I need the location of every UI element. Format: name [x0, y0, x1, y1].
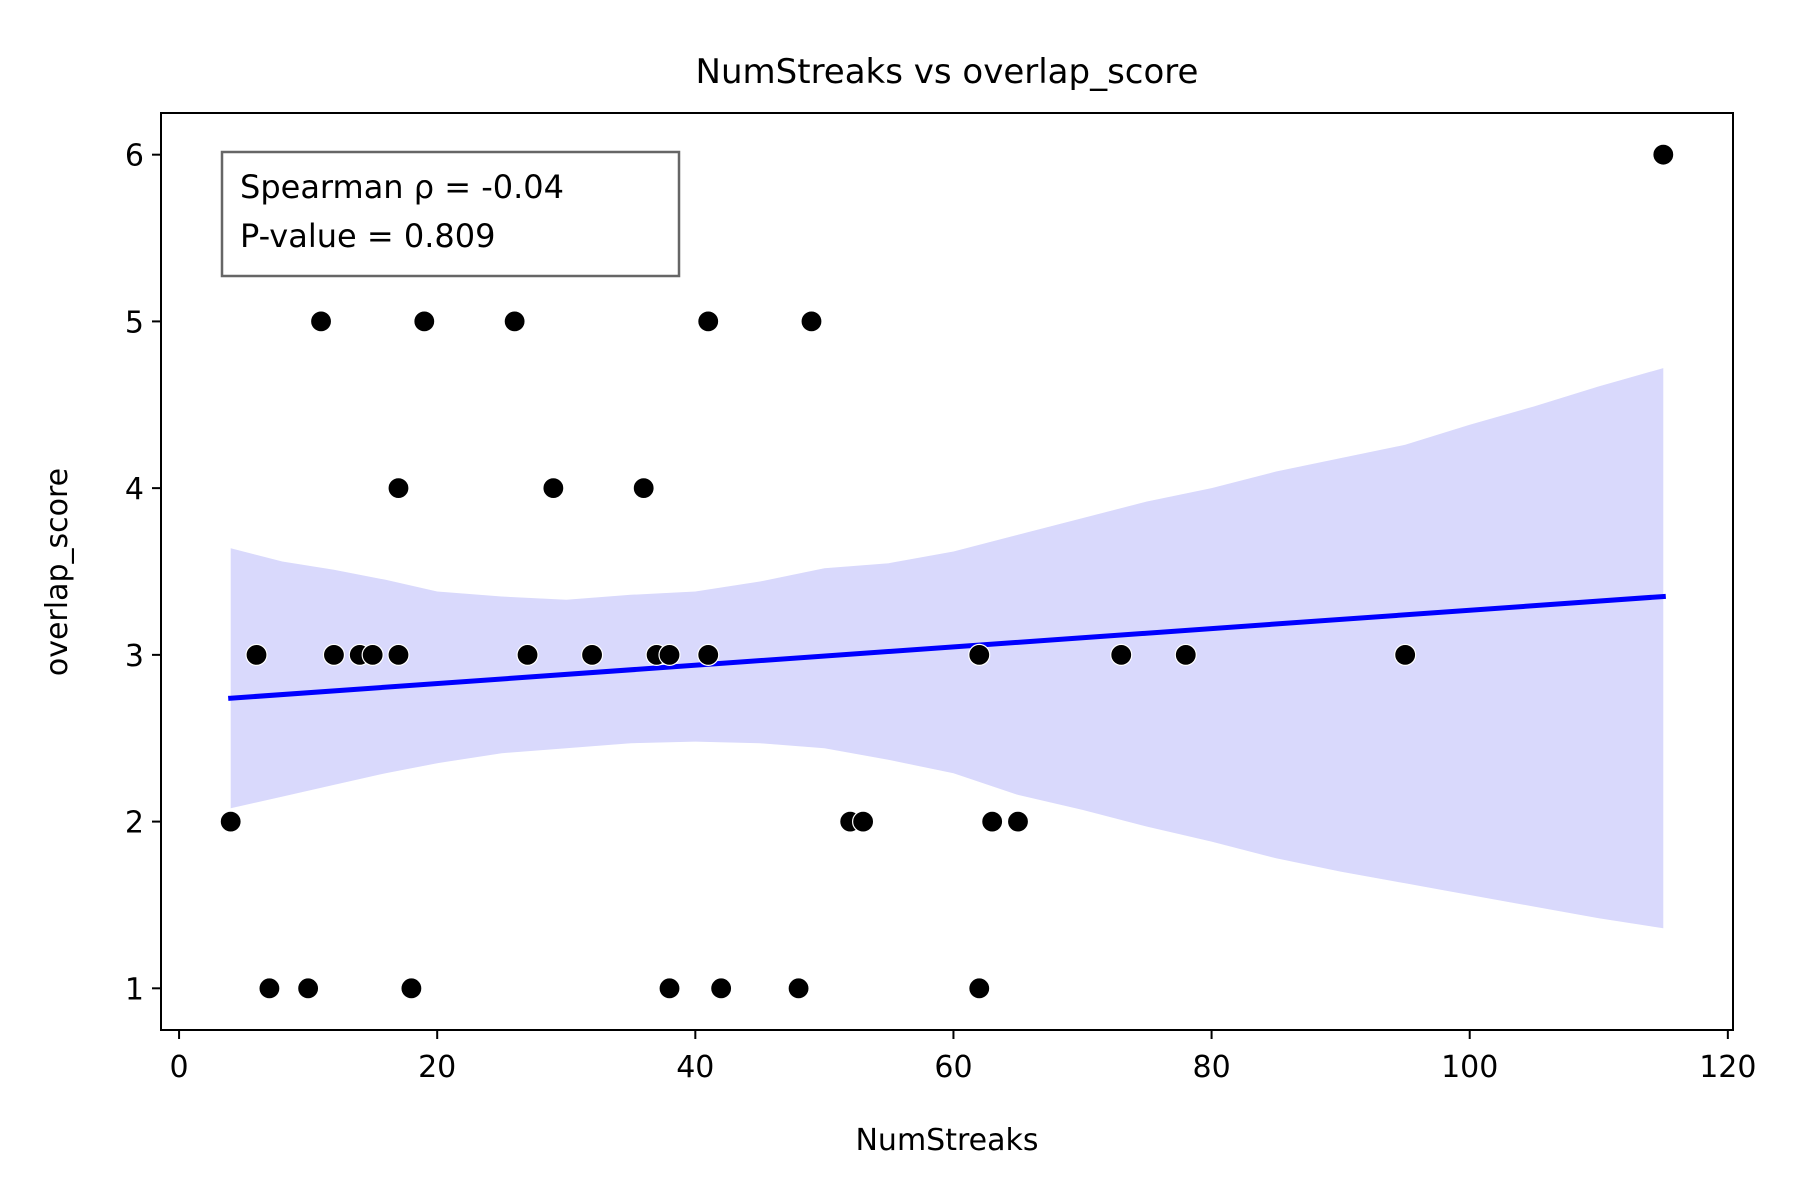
x-tick-label: 40	[676, 1050, 714, 1085]
data-point	[258, 977, 281, 1000]
data-point	[387, 477, 410, 500]
data-point	[219, 810, 242, 833]
data-point	[968, 977, 991, 1000]
data-point	[387, 643, 410, 666]
data-point	[542, 477, 565, 500]
data-point	[400, 977, 423, 1000]
regression-line	[228, 593, 1666, 701]
data-point	[710, 977, 733, 1000]
data-point	[800, 310, 823, 333]
y-axis-label: overlap_score	[40, 468, 75, 676]
data-point	[697, 310, 720, 333]
spearman-text: Spearman ρ = -0.04	[240, 168, 564, 206]
x-axis-label: NumStreaks	[855, 1123, 1038, 1158]
stats-box-border	[220, 150, 681, 278]
data-point	[516, 643, 539, 666]
x-axis: 0 20 40 60 80 100 120	[170, 1030, 1756, 1085]
data-point	[1394, 643, 1417, 666]
y-tick-label: 1	[125, 972, 144, 1007]
x-tick-label: 0	[170, 1050, 189, 1085]
plot-frame	[160, 112, 1734, 1031]
y-tick-label: 3	[125, 639, 144, 674]
data-point	[1006, 810, 1030, 833]
data-point	[1174, 643, 1197, 666]
data-point	[658, 643, 681, 666]
data-point	[787, 977, 810, 1000]
x-tick-label: 120	[1699, 1050, 1756, 1085]
data-point	[297, 977, 320, 1000]
data-point	[852, 810, 875, 833]
y-tick-label: 6	[125, 139, 144, 174]
data-point	[245, 643, 268, 666]
x-tick-label: 80	[1192, 1050, 1230, 1085]
data-point	[658, 977, 681, 1000]
data-point	[1110, 643, 1133, 666]
x-tick-label: 60	[934, 1050, 972, 1085]
p-value-text: P-value = 0.809	[240, 217, 495, 255]
data-point	[322, 643, 346, 666]
data-point	[413, 310, 436, 333]
data-point	[309, 310, 333, 333]
plot-area	[219, 143, 1675, 1000]
x-tick-label: 100	[1441, 1050, 1498, 1085]
x-tick-label: 20	[418, 1050, 456, 1085]
data-point	[580, 643, 604, 666]
data-point	[1652, 143, 1675, 166]
data-point	[632, 477, 655, 500]
chart-title: NumStreaks vs overlap_score	[696, 52, 1199, 92]
data-point	[968, 643, 991, 666]
y-tick-label: 2	[125, 806, 144, 841]
data-point	[503, 310, 526, 333]
y-tick-label: 4	[125, 472, 144, 507]
y-axis: 1 2 3 4 5 6	[125, 139, 161, 1007]
data-point	[361, 643, 384, 666]
data-point	[981, 810, 1004, 833]
stats-annotation-box: Spearman ρ = -0.04 P-value = 0.809	[220, 150, 681, 278]
y-tick-label: 5	[125, 305, 144, 340]
data-point	[697, 643, 720, 666]
